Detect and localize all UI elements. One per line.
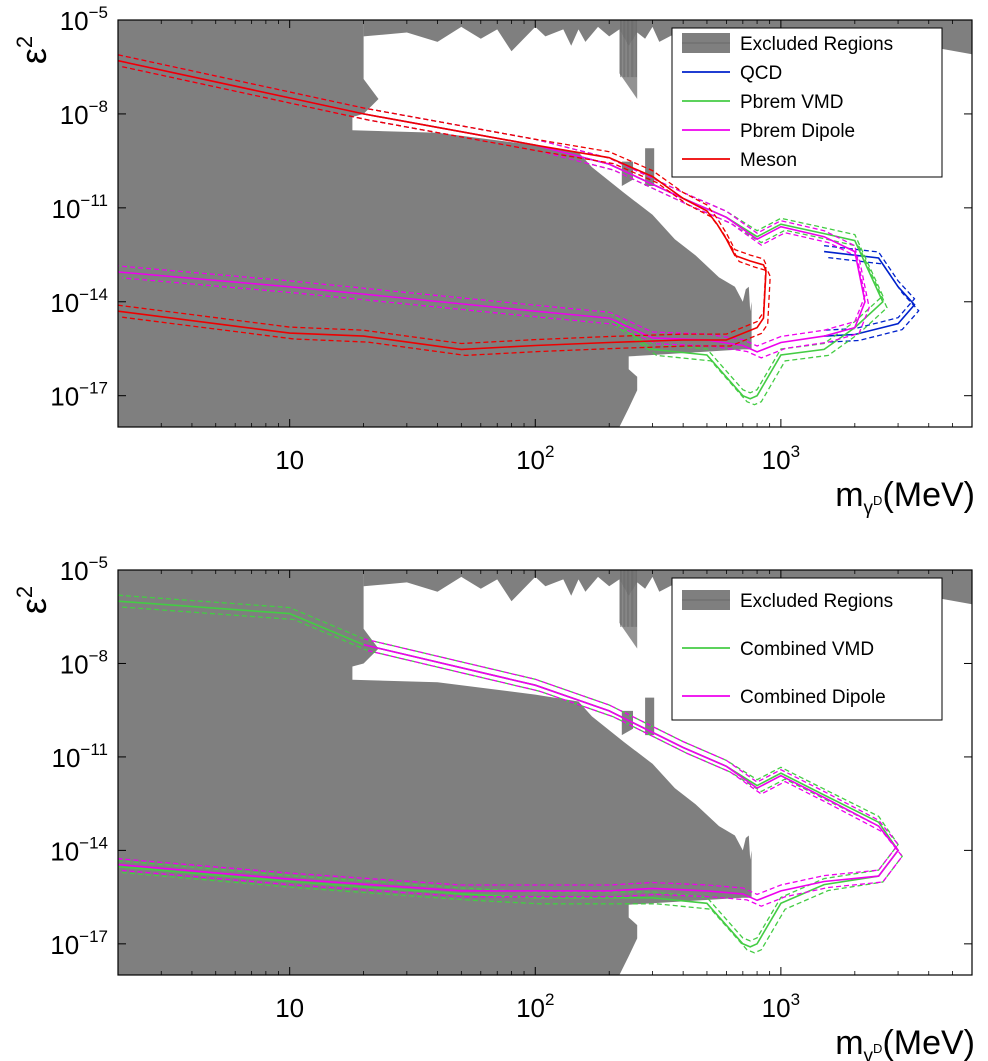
series-meson <box>118 54 771 357</box>
series-band-lower <box>122 606 904 954</box>
legend-label: Excluded Regions <box>740 34 893 55</box>
x-tick-label: 102 <box>516 990 554 1023</box>
legend-label: Combined VMD <box>740 639 874 660</box>
excluded-island-1 <box>645 148 655 186</box>
legend-label: Excluded Regions <box>740 591 893 612</box>
y-tick-label: 10−11 <box>52 191 109 224</box>
plot-area <box>118 570 972 975</box>
series-band-upper <box>824 245 916 331</box>
y-tick-label: 10−11 <box>52 740 109 773</box>
y-tick-label: 10−5 <box>60 553 108 586</box>
y-tick-label: 10−17 <box>50 927 108 960</box>
y-tick-label: 10−14 <box>50 833 108 866</box>
series-band-lower <box>122 649 904 907</box>
series-qcd <box>824 245 920 343</box>
x-tick-label: 103 <box>762 442 800 475</box>
series-band-upper <box>118 594 899 942</box>
excluded-island-0 <box>621 161 633 186</box>
series-band-upper <box>118 54 866 347</box>
x-axis-label: mγD(MeV) <box>835 1024 975 1061</box>
series-combined-dipole <box>118 638 904 907</box>
y-tick-label: 10−17 <box>50 379 108 412</box>
legend-label: Pbrem Dipole <box>740 121 855 142</box>
x-tick-label: 102 <box>516 442 554 475</box>
legend-label: Meson <box>740 150 797 171</box>
series-band-lower <box>828 256 920 343</box>
excluded-region-main <box>118 570 752 975</box>
series-pbrem-dipole <box>118 54 870 359</box>
x-axis-label: mγD(MeV) <box>835 476 975 519</box>
series-line <box>118 643 900 902</box>
y-tick-label: 10−5 <box>60 3 108 36</box>
excluded-region-main <box>118 20 752 427</box>
legend: Excluded Regions Combined VMD Combined Dip… <box>671 577 943 721</box>
series-band-lower <box>122 66 771 357</box>
x-tick-label: 10 <box>275 993 304 1023</box>
legend-label: Combined Dipole <box>740 687 886 708</box>
plot-frame <box>117 569 973 976</box>
plot-frame <box>117 19 973 428</box>
series-band-upper <box>118 638 899 896</box>
y-axis-label: ε2 <box>12 586 54 614</box>
series-band-lower <box>122 66 870 359</box>
series-line <box>118 59 767 351</box>
chart-top: 10 102 103 10−5 10−8 10−11 10−14 10−17 ε2 mγD(MeV… <box>12 3 975 519</box>
series-band-upper <box>118 54 767 345</box>
y-tick-label: 10−14 <box>50 285 108 318</box>
x-tick-label: 10 <box>275 445 304 475</box>
excluded-island-0 <box>621 710 633 736</box>
legend-label: Pbrem VMD <box>740 92 843 113</box>
series-line <box>118 59 866 353</box>
y-axis-label: ε2 <box>12 36 54 64</box>
chart-bottom: 10 102 103 10−5 10−8 10−11 10−14 10−17 ε2 mγD(MeV… <box>12 553 975 1061</box>
y-tick-label: 10−8 <box>60 97 108 130</box>
legend-label: QCD <box>740 63 782 84</box>
legend: Excluded Regions QCD Pbrem VMD Pbrem Dipole… <box>671 27 943 178</box>
y-tick-label: 10−8 <box>60 646 108 679</box>
x-tick-label: 103 <box>762 990 800 1023</box>
